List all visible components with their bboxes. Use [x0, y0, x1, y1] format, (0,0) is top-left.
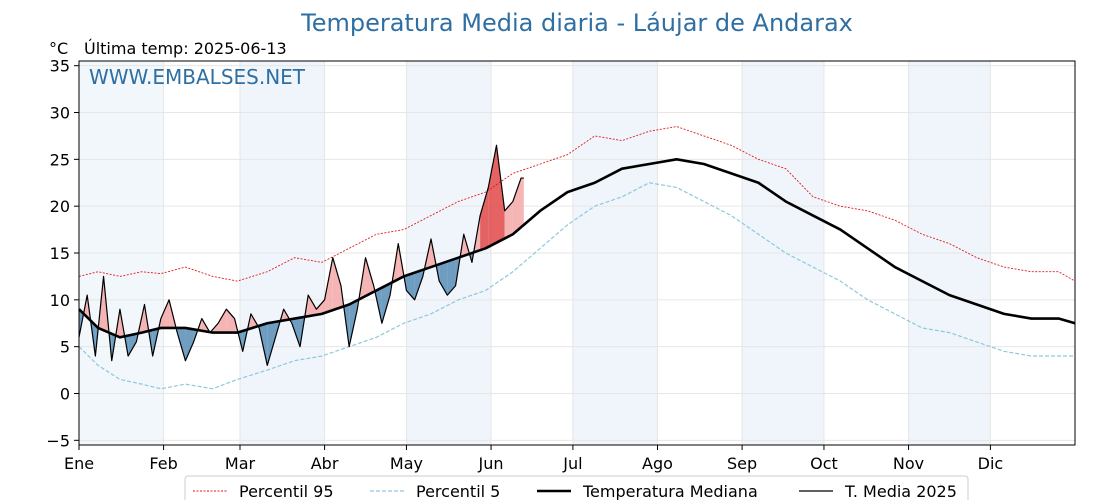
unit-label: °C — [49, 39, 68, 58]
fill-above-median — [480, 187, 489, 251]
x-tick-label: Mar — [225, 454, 256, 473]
y-tick-label: 15 — [50, 244, 70, 263]
fill-above-median — [512, 178, 522, 235]
x-tick-label: May — [390, 454, 423, 473]
series-line-current — [78, 144, 524, 366]
legend-label-p5: Percentil 5 — [416, 482, 500, 500]
x-tick-label: Sep — [727, 454, 757, 473]
watermark-text: WWW.EMBALSES.NET — [89, 65, 306, 89]
fill-below-median — [381, 283, 391, 324]
y-tick-label: 5 — [60, 338, 70, 357]
grid-lines — [78, 61, 1075, 445]
fill-below-median — [406, 272, 415, 300]
fill-above-median — [308, 295, 317, 317]
fill-above-median — [496, 145, 505, 243]
legend: Percentil 95 Percentil 5 Temperatura Med… — [184, 475, 969, 500]
fill-below-median — [439, 261, 448, 296]
last-temp-label: Última temp: 2025-06-13 — [84, 39, 287, 58]
series-line-p5 — [78, 182, 1075, 390]
x-tick-label: Jun — [478, 454, 504, 473]
fill-above-median — [226, 309, 235, 333]
y-tick-label: 20 — [50, 197, 70, 216]
x-axis-ticks: Ene Feb Mar Abr May Jun Jul Ago Sep Oct Nov Dic — [64, 445, 1003, 473]
x-tick-label: Ene — [64, 454, 94, 473]
y-tick-label: −5 — [46, 431, 70, 450]
legend-label-p95: Percentil 95 — [239, 482, 334, 500]
y-tick-label: 25 — [50, 150, 70, 169]
fill-below-median — [447, 258, 456, 296]
x-tick-label: Feb — [149, 454, 177, 473]
x-tick-label: Jul — [562, 454, 582, 473]
fill-above-median — [488, 145, 497, 247]
fill-above-median — [324, 257, 333, 313]
fill-above-median — [504, 201, 513, 239]
series-lines — [78, 126, 1076, 390]
y-axis-ticks: −5 0 5 10 15 20 25 30 35 — [46, 57, 79, 450]
chart-title: Temperatura Media diaria - Láujar de And… — [300, 9, 853, 37]
fill-below-median — [128, 333, 137, 357]
x-tick-label: Nov — [893, 454, 924, 473]
series-line-median — [78, 158, 1076, 339]
legend-label-median: Temperatura Mediana — [582, 482, 758, 500]
fill-above-median — [160, 299, 170, 328]
y-tick-label: 35 — [50, 57, 70, 76]
fill-above-median — [218, 309, 227, 333]
x-tick-label: Oct — [810, 454, 838, 473]
legend-box — [184, 475, 969, 500]
fill-above-median — [365, 257, 374, 297]
series-line-p95 — [78, 126, 1076, 282]
x-tick-label: Dic — [978, 454, 1004, 473]
legend-label-current: T. Media 2025 — [844, 482, 957, 500]
x-tick-label: Abr — [311, 454, 339, 473]
fill-below-median — [185, 327, 194, 361]
y-tick-label: 30 — [50, 104, 70, 123]
fill-below-median — [267, 321, 276, 366]
y-tick-label: 0 — [60, 384, 70, 403]
y-tick-label: 10 — [50, 291, 70, 310]
fill-above-median — [316, 299, 325, 315]
fill-above-median — [521, 178, 524, 228]
fill-above-median — [332, 257, 341, 311]
x-tick-label: Ago — [642, 454, 673, 473]
